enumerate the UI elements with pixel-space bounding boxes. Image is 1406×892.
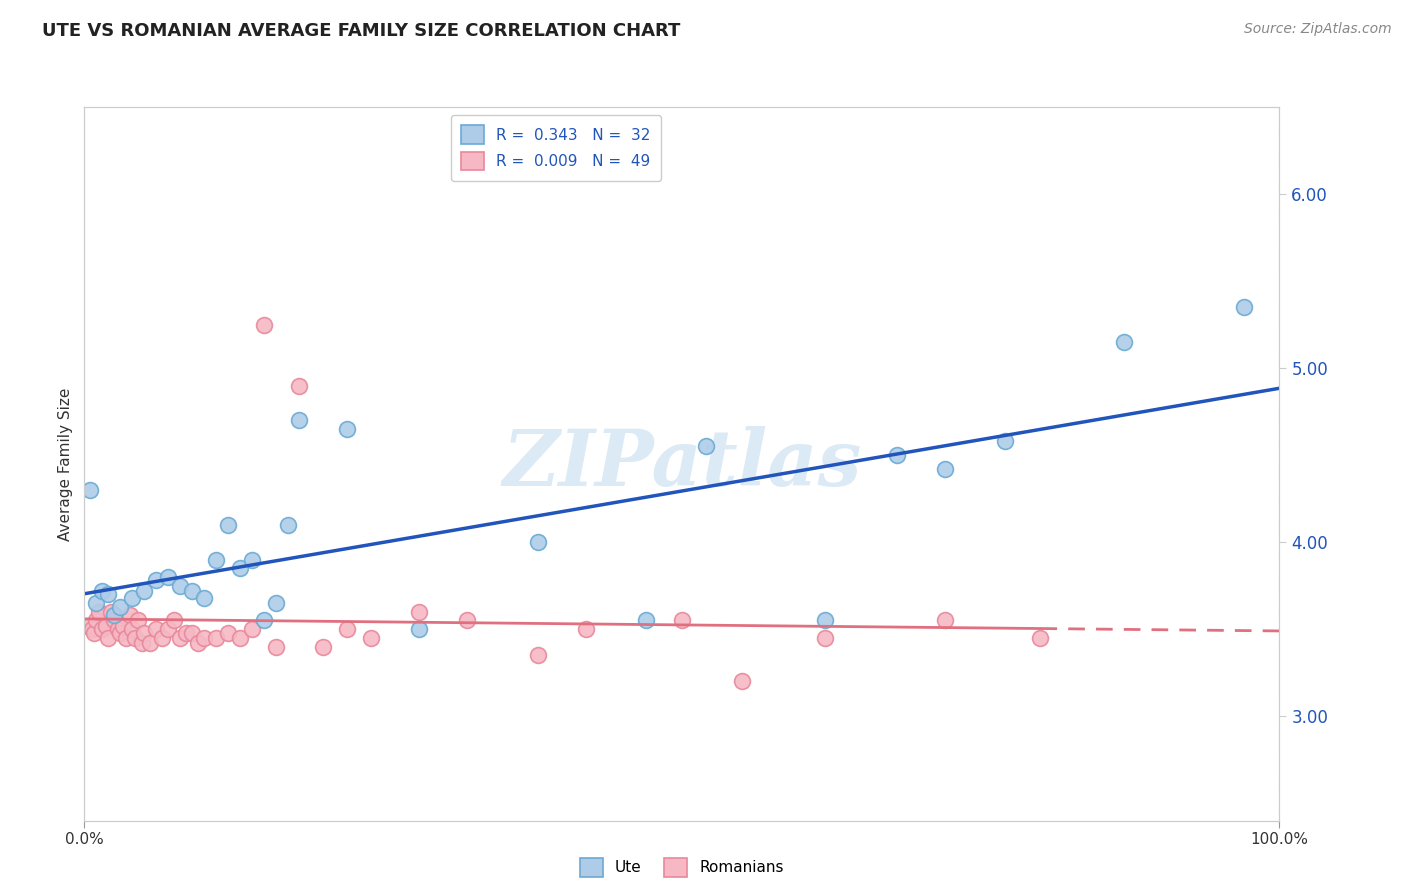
- Point: [110, 625, 132, 640]
- Point: [118, 608, 141, 623]
- Point: [288, 413, 311, 427]
- Point: [527, 535, 550, 549]
- Point: [993, 434, 1015, 449]
- Point: [110, 599, 132, 614]
- Point: [1232, 300, 1256, 314]
- Point: [408, 605, 430, 619]
- Point: [228, 561, 252, 575]
- Point: [87, 605, 110, 619]
- Point: [145, 574, 167, 588]
- Point: [217, 625, 239, 640]
- Point: [180, 583, 202, 598]
- Point: [240, 622, 263, 636]
- Point: [312, 640, 335, 654]
- Point: [103, 614, 125, 628]
- Point: [1029, 631, 1052, 645]
- Point: [86, 614, 108, 628]
- Point: [103, 608, 125, 623]
- Point: [187, 636, 209, 650]
- Point: [111, 618, 134, 632]
- Point: [814, 631, 837, 645]
- Point: [277, 517, 299, 532]
- Point: [240, 552, 263, 566]
- Point: [634, 614, 657, 628]
- Point: [193, 591, 215, 605]
- Point: [228, 631, 252, 645]
- Point: [124, 631, 146, 645]
- Point: [264, 596, 287, 610]
- Point: [79, 483, 101, 497]
- Y-axis label: Average Family Size: Average Family Size: [58, 387, 73, 541]
- Point: [575, 622, 598, 636]
- Point: [80, 622, 103, 636]
- Point: [934, 462, 956, 476]
- Point: [157, 622, 180, 636]
- Point: [139, 636, 162, 650]
- Point: [77, 618, 100, 632]
- Point: [408, 622, 430, 636]
- Point: [145, 622, 167, 636]
- Legend: Ute, Romanians: Ute, Romanians: [572, 850, 792, 884]
- Point: [86, 596, 108, 610]
- Point: [121, 591, 143, 605]
- Point: [169, 579, 191, 593]
- Point: [150, 631, 173, 645]
- Point: [131, 636, 153, 650]
- Point: [217, 517, 239, 532]
- Point: [83, 625, 105, 640]
- Text: UTE VS ROMANIAN AVERAGE FAMILY SIZE CORRELATION CHART: UTE VS ROMANIAN AVERAGE FAMILY SIZE CORR…: [42, 22, 681, 40]
- Point: [97, 587, 120, 601]
- Point: [91, 583, 114, 598]
- Point: [527, 648, 550, 663]
- Point: [97, 631, 120, 645]
- Point: [91, 622, 114, 636]
- Text: Source: ZipAtlas.com: Source: ZipAtlas.com: [1244, 22, 1392, 37]
- Point: [253, 614, 276, 628]
- Point: [253, 318, 276, 332]
- Point: [288, 378, 311, 392]
- Point: [169, 631, 191, 645]
- Point: [132, 583, 156, 598]
- Point: [886, 448, 908, 462]
- Point: [336, 422, 359, 436]
- Point: [731, 674, 754, 689]
- Point: [180, 625, 202, 640]
- Point: [94, 618, 117, 632]
- Point: [107, 622, 129, 636]
- Point: [456, 614, 478, 628]
- Point: [132, 625, 156, 640]
- Point: [336, 622, 359, 636]
- Point: [115, 631, 138, 645]
- Point: [127, 614, 149, 628]
- Point: [121, 622, 143, 636]
- Point: [671, 614, 693, 628]
- Point: [205, 631, 228, 645]
- Point: [157, 570, 180, 584]
- Point: [174, 625, 197, 640]
- Point: [264, 640, 287, 654]
- Point: [193, 631, 215, 645]
- Point: [100, 605, 122, 619]
- Point: [1112, 334, 1135, 349]
- Point: [695, 439, 717, 453]
- Point: [814, 614, 837, 628]
- Text: ZIPatlas: ZIPatlas: [502, 425, 862, 502]
- Point: [934, 614, 956, 628]
- Point: [163, 614, 186, 628]
- Point: [360, 631, 382, 645]
- Point: [205, 552, 228, 566]
